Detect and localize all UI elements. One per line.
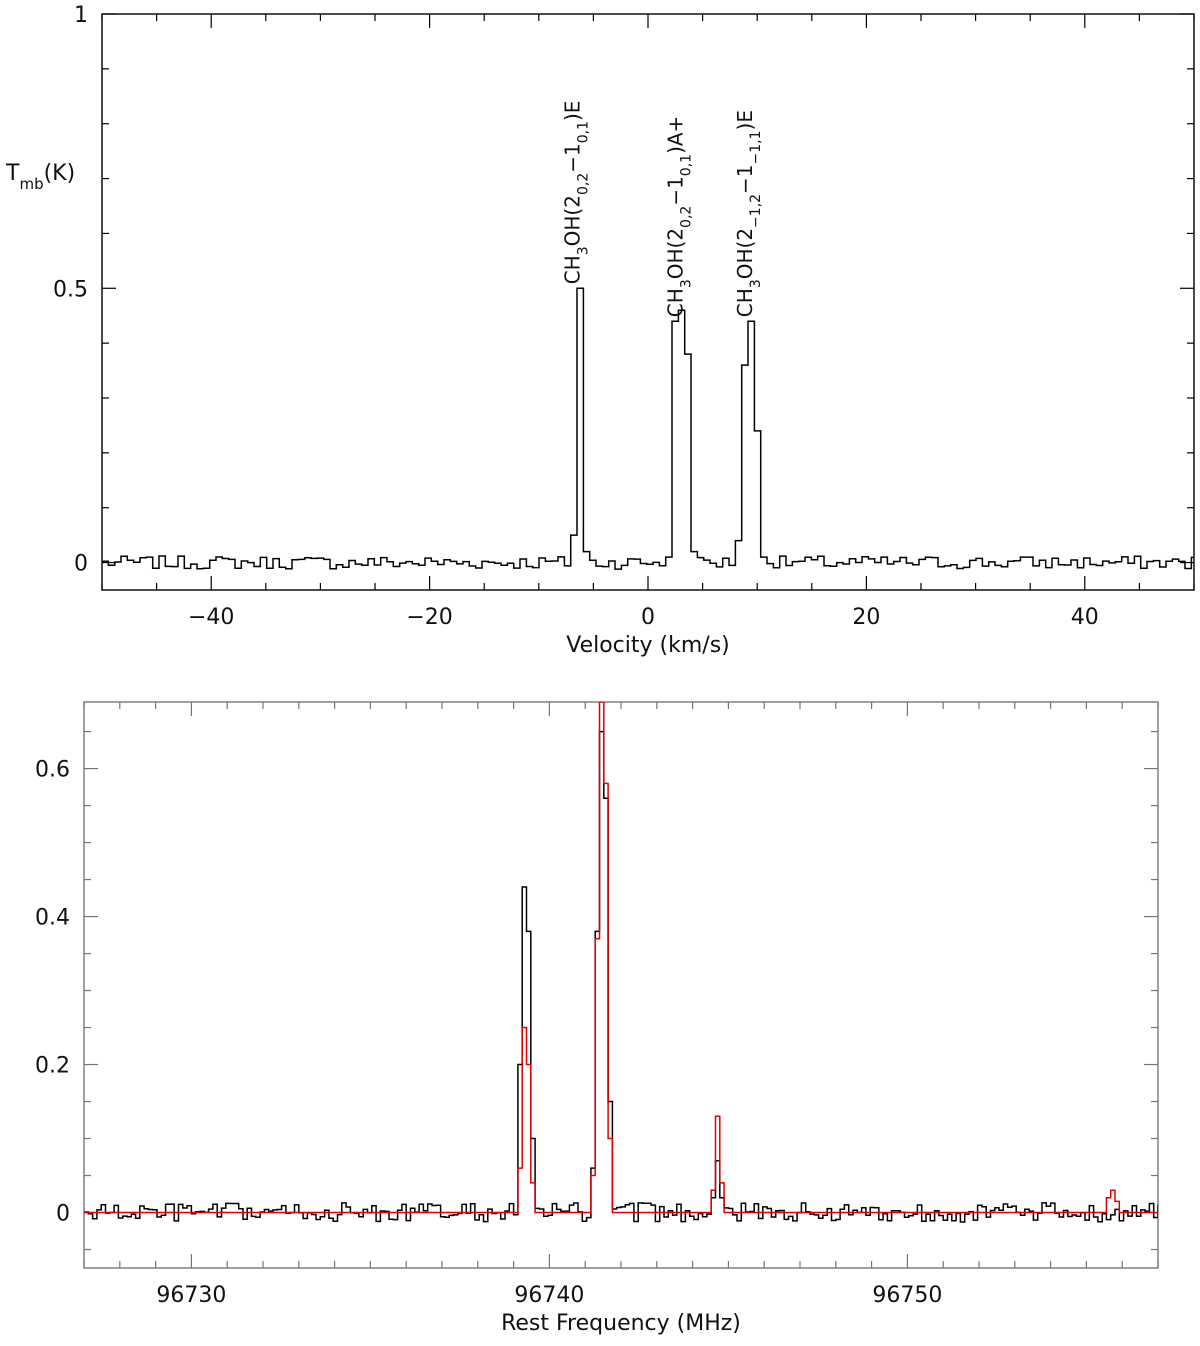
y-tick-label: 0 xyxy=(74,552,88,577)
spectrum-series-1 xyxy=(84,702,1158,1214)
y-tick-label: 1 xyxy=(74,3,88,28)
x-tick-label: −20 xyxy=(406,605,452,630)
x-axis-label: Velocity (km/s) xyxy=(566,633,730,658)
spectrum-series-0 xyxy=(102,287,1194,570)
transition-label: CH3OH(20,2−10,1)E xyxy=(561,101,592,285)
velocity-spectrum-panel: −40 −20 0 20 40 0 0.5 1 Velocity (km/s) Tmb(K) CH3… xyxy=(5,3,1195,658)
y-tick-label: 0.2 xyxy=(35,1054,70,1079)
y-tick-label: 0.6 xyxy=(35,758,70,783)
x-tick-label: 0 xyxy=(641,605,655,630)
x-tick-label: 20 xyxy=(852,605,880,630)
y-axis-label: Tmb(K) xyxy=(5,161,75,193)
spectrum-series-0 xyxy=(84,730,1158,1223)
x-axis-label: Rest Frequency (MHz) xyxy=(501,1311,741,1336)
y-tick-label: 0 xyxy=(56,1202,70,1227)
x-tick-label: 96750 xyxy=(872,1283,942,1308)
y-tick-label: 0.4 xyxy=(35,906,70,931)
x-tick-label: 96740 xyxy=(514,1283,584,1308)
frequency-spectrum-panel: 96730 96740 96750 0 0.2 0.4 0.6 Rest Frequency … xyxy=(35,701,1159,1336)
x-tick-label: −40 xyxy=(188,605,234,630)
transition-label: CH3OH(20,2−10,1)A+ xyxy=(663,116,694,318)
x-tick-label: 40 xyxy=(1071,605,1099,630)
y-tick-label: 0.5 xyxy=(53,277,88,302)
x-tick-label: 96730 xyxy=(156,1283,226,1308)
plot-frame xyxy=(101,13,1195,591)
plot-frame xyxy=(83,701,1159,1269)
transition-label: CH3OH(2−1,2−1−1,1)E xyxy=(733,110,764,317)
